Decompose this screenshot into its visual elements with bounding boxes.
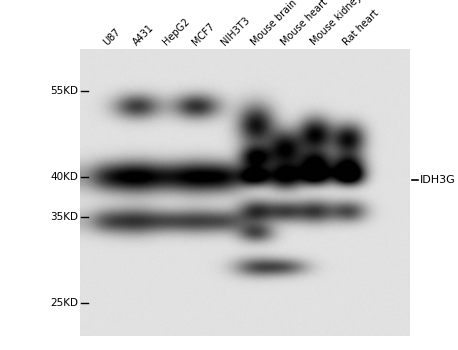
Text: IDH3G: IDH3G bbox=[420, 175, 456, 184]
Text: Rat heart: Rat heart bbox=[342, 8, 381, 47]
Text: 55KD: 55KD bbox=[50, 86, 78, 96]
Text: 40KD: 40KD bbox=[50, 172, 78, 182]
Text: Mouse kidney: Mouse kidney bbox=[309, 0, 364, 47]
Text: Mouse heart: Mouse heart bbox=[279, 0, 329, 47]
Text: 25KD: 25KD bbox=[50, 298, 78, 308]
Text: A431: A431 bbox=[131, 22, 156, 47]
Text: U87: U87 bbox=[101, 26, 122, 47]
Text: MCF7: MCF7 bbox=[190, 21, 216, 47]
Text: Mouse brain: Mouse brain bbox=[250, 0, 299, 47]
Text: 35KD: 35KD bbox=[50, 212, 78, 222]
Text: HepG2: HepG2 bbox=[160, 16, 191, 47]
Text: NIH3T3: NIH3T3 bbox=[220, 15, 252, 47]
